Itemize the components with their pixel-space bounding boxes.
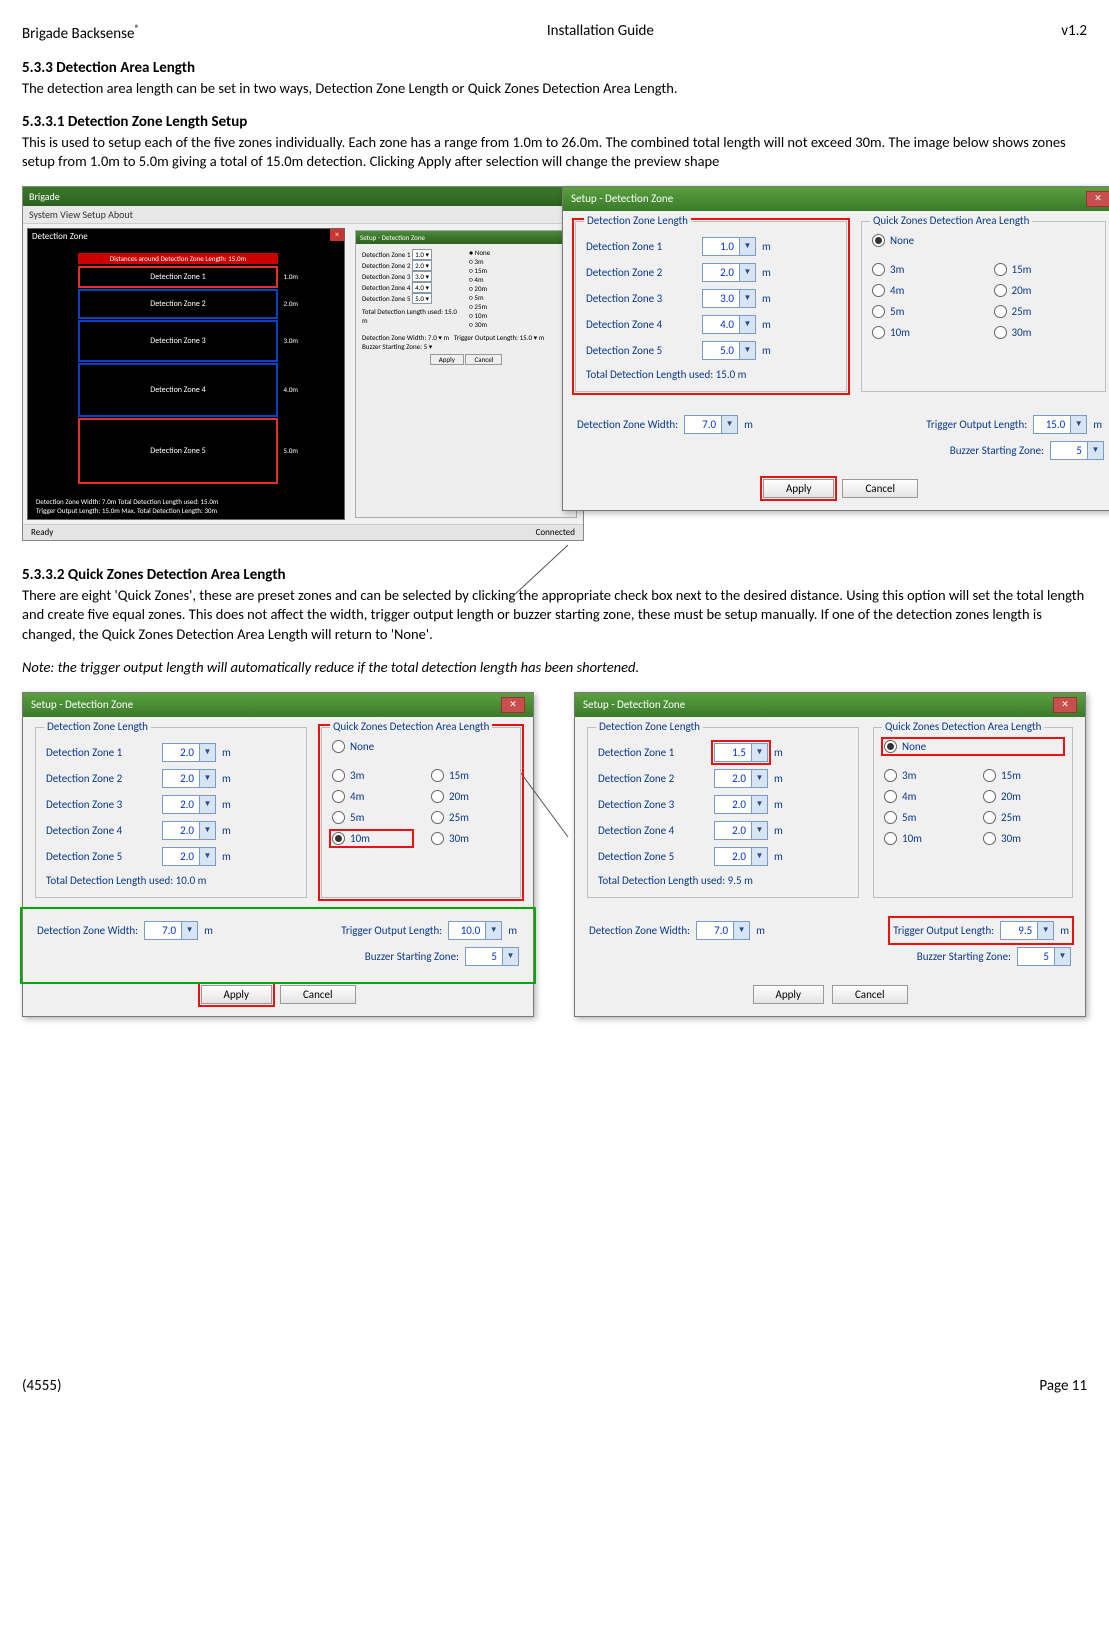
zone-length-select[interactable]: 2.0▼ xyxy=(714,769,768,788)
zone-length-select[interactable]: 15.0▼ xyxy=(1033,415,1087,434)
body-5331: This is used to setup each of the five z… xyxy=(22,133,1087,172)
quickzone-radio[interactable]: 3m xyxy=(872,263,974,276)
note-5332: Note: the trigger output length will aut… xyxy=(22,658,1087,678)
dialog-titlebar: Setup - Detection Zone✕ xyxy=(563,187,1109,211)
zone-length-select[interactable]: 5▼ xyxy=(1017,947,1071,966)
quickzone-radio[interactable]: 15m xyxy=(983,769,1062,782)
zone-length-select[interactable]: 3.0▼ xyxy=(702,289,756,308)
cancel-button[interactable]: Cancel xyxy=(280,985,356,1004)
quickzone-radio[interactable]: 5m xyxy=(884,811,963,824)
apply-button[interactable]: Apply xyxy=(201,985,272,1004)
bottom-controls: Detection Zone Width:7.0▼mTrigger Output… xyxy=(563,404,1109,475)
quickzone-radio[interactable]: 30m xyxy=(994,326,1096,339)
detection-zone-length-group: Detection Zone LengthDetection Zone 12.0… xyxy=(35,727,307,898)
quickzone-radio[interactable]: 4m xyxy=(884,790,963,803)
zone-length-select[interactable]: 2.0▼ xyxy=(714,821,768,840)
zone-length-select[interactable]: 1.0▼ xyxy=(702,237,756,256)
header-center: Installation Guide xyxy=(547,22,654,43)
close-icon[interactable]: ✕ xyxy=(1086,191,1109,207)
zone-length-select[interactable]: 2.0▼ xyxy=(162,847,216,866)
page-footer: (4555) Page 11 xyxy=(22,1377,1087,1395)
apply-button[interactable]: Apply xyxy=(753,985,824,1004)
quickzone-radio[interactable]: 20m xyxy=(994,284,1096,297)
zone-length-select[interactable]: 5▼ xyxy=(1050,441,1104,460)
quickzone-radio[interactable]: None xyxy=(884,740,1062,753)
zone-length-select[interactable]: 4.0▼ xyxy=(702,315,756,334)
quickzone-radio[interactable]: 30m xyxy=(983,832,1062,845)
quickzone-radio[interactable]: None xyxy=(872,234,1095,247)
bottom-controls: Detection Zone Width:7.0▼mTrigger Output… xyxy=(575,910,1085,981)
zone-length-select[interactable]: 2.0▼ xyxy=(162,769,216,788)
quickzone-radio[interactable]: 5m xyxy=(872,305,974,318)
heading-533: 5.3.3 Detection Area Length xyxy=(22,59,1087,77)
quickzone-radio[interactable]: None xyxy=(332,740,510,753)
quickzone-radio[interactable]: 20m xyxy=(431,790,510,803)
quickzone-radio[interactable]: 15m xyxy=(994,263,1096,276)
apply-button[interactable]: Apply xyxy=(763,479,834,498)
quickzone-radio[interactable]: 4m xyxy=(332,790,411,803)
close-icon[interactable]: ✕ xyxy=(501,697,525,713)
quick-zones-group: Quick Zones Detection Area LengthNone3m1… xyxy=(321,727,521,898)
setup-dialog-c: Setup - Detection Zone✕ Detection Zone Le… xyxy=(574,692,1086,1017)
quickzone-radio[interactable]: 10m xyxy=(884,832,963,845)
setup-dialog-large: Setup - Detection Zone✕ Detection Zone Le… xyxy=(562,186,1109,511)
zone-length-select[interactable]: 2.0▼ xyxy=(702,263,756,282)
quickzone-radio[interactable]: 20m xyxy=(983,790,1062,803)
quickzone-radio[interactable]: 3m xyxy=(884,769,963,782)
page-header: Brigade Backsense Installation Guide v1.… xyxy=(22,22,1087,43)
app-window: Brigade System View Setup About Detectio… xyxy=(22,186,584,541)
quickzone-radio[interactable]: 25m xyxy=(431,811,510,824)
quickzone-radio[interactable]: 30m xyxy=(431,832,510,845)
quickzone-radio[interactable]: 4m xyxy=(872,284,974,297)
detection-zone-length-group: Detection Zone LengthDetection Zone 11.5… xyxy=(587,727,859,898)
quickzone-radio[interactable]: 10m xyxy=(332,832,411,845)
quickzone-radio[interactable]: 25m xyxy=(983,811,1062,824)
zone-length-select[interactable]: 9.5▼ xyxy=(1000,921,1054,940)
quickzone-radio[interactable]: 15m xyxy=(431,769,510,782)
zone-length-select[interactable]: 10.0▼ xyxy=(448,921,502,940)
body-533: The detection area length can be set in … xyxy=(22,79,1087,99)
quickzone-radio[interactable]: 3m xyxy=(332,769,411,782)
mini-dialog: Setup - Detection Zone Detection Zone 1 … xyxy=(355,230,577,518)
quickzone-radio[interactable]: 5m xyxy=(332,811,411,824)
header-right: v1.2 xyxy=(1061,22,1087,43)
zone-length-select[interactable]: 7.0▼ xyxy=(696,921,750,940)
close-icon[interactable]: × xyxy=(330,229,344,241)
cancel-button[interactable]: Cancel xyxy=(842,479,918,498)
zone-length-select[interactable]: 7.0▼ xyxy=(684,415,738,434)
zone-length-select[interactable]: 1.5▼ xyxy=(714,743,768,762)
body-5332: There are eight 'Quick Zones', these are… xyxy=(22,586,1087,645)
dialog-titlebar: Setup - Detection Zone✕ xyxy=(23,693,533,717)
app-titlebar: Brigade xyxy=(23,187,583,206)
quickzone-radio[interactable]: 10m xyxy=(872,326,974,339)
close-icon[interactable]: ✕ xyxy=(1053,697,1077,713)
header-left: Brigade Backsense xyxy=(22,22,140,43)
app-menubar[interactable]: System View Setup About xyxy=(23,206,583,224)
figure-5331: Brigade System View Setup About Detectio… xyxy=(22,186,1087,526)
quick-zones-group: Quick Zones Detection Area LengthNone3m1… xyxy=(873,727,1073,898)
heading-5331: 5.3.3.1 Detection Zone Length Setup xyxy=(22,113,1087,131)
detection-zone-length-group: Detection Zone LengthDetection Zone 11.0… xyxy=(575,221,847,392)
zone-length-select[interactable]: 2.0▼ xyxy=(162,821,216,840)
setup-dialog-b: Setup - Detection Zone✕ Detection Zone Le… xyxy=(22,692,534,1017)
bottom-controls: Detection Zone Width:7.0▼mTrigger Output… xyxy=(23,910,533,981)
heading-5332: 5.3.3.2 Quick Zones Detection Area Lengt… xyxy=(22,566,1087,584)
zone-length-select[interactable]: 2.0▼ xyxy=(714,847,768,866)
preview-footer: Detection Zone Width: 7.0m Total Detecti… xyxy=(36,497,219,515)
quick-zones-group: Quick Zones Detection Area LengthNone3m1… xyxy=(861,221,1106,392)
zone-length-select[interactable]: 7.0▼ xyxy=(144,921,198,940)
zone-length-select[interactable]: 2.0▼ xyxy=(162,795,216,814)
zone-length-select[interactable]: 5▼ xyxy=(465,947,519,966)
quickzone-radio[interactable]: 25m xyxy=(994,305,1096,318)
dialog-titlebar: Setup - Detection Zone✕ xyxy=(575,693,1085,717)
cancel-button[interactable]: Cancel xyxy=(832,985,908,1004)
zone-length-select[interactable]: 5.0▼ xyxy=(702,341,756,360)
statusbar: ReadyConnected xyxy=(23,524,583,540)
figure-5332: Setup - Detection Zone✕ Detection Zone Le… xyxy=(22,692,1087,1017)
zone-length-select[interactable]: 2.0▼ xyxy=(162,743,216,762)
zone-stack: Detection Zone 11.0mDetection Zone 22.0m… xyxy=(78,266,278,484)
detection-preview: Detection Zone × Distances around Detect… xyxy=(27,228,345,520)
zone-length-select[interactable]: 2.0▼ xyxy=(714,795,768,814)
